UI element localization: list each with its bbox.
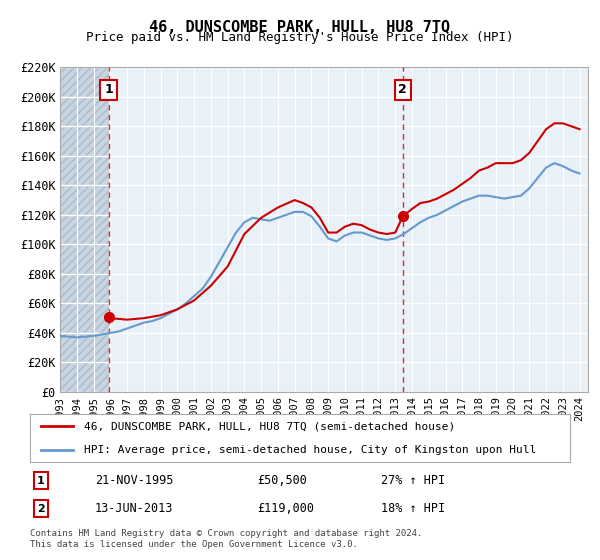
Bar [60, 67, 109, 392]
Text: £119,000: £119,000 [257, 502, 314, 515]
Text: 21-NOV-1995: 21-NOV-1995 [95, 474, 173, 487]
Text: 46, DUNSCOMBE PARK, HULL, HU8 7TQ (semi-detached house): 46, DUNSCOMBE PARK, HULL, HU8 7TQ (semi-… [84, 421, 455, 431]
Text: 18% ↑ HPI: 18% ↑ HPI [381, 502, 445, 515]
Text: 46, DUNSCOMBE PARK, HULL, HU8 7TQ: 46, DUNSCOMBE PARK, HULL, HU8 7TQ [149, 20, 451, 35]
Text: 1: 1 [104, 83, 113, 96]
Text: HPI: Average price, semi-detached house, City of Kingston upon Hull: HPI: Average price, semi-detached house,… [84, 445, 536, 455]
Text: Contains HM Land Registry data © Crown copyright and database right 2024.
This d: Contains HM Land Registry data © Crown c… [30, 529, 422, 549]
Text: £50,500: £50,500 [257, 474, 307, 487]
Text: 13-JUN-2013: 13-JUN-2013 [95, 502, 173, 515]
Text: 2: 2 [37, 504, 44, 514]
Text: 1: 1 [37, 475, 44, 486]
Text: 2: 2 [398, 83, 407, 96]
Bar [60, 67, 109, 392]
Text: 27% ↑ HPI: 27% ↑ HPI [381, 474, 445, 487]
Text: Price paid vs. HM Land Registry's House Price Index (HPI): Price paid vs. HM Land Registry's House … [86, 31, 514, 44]
